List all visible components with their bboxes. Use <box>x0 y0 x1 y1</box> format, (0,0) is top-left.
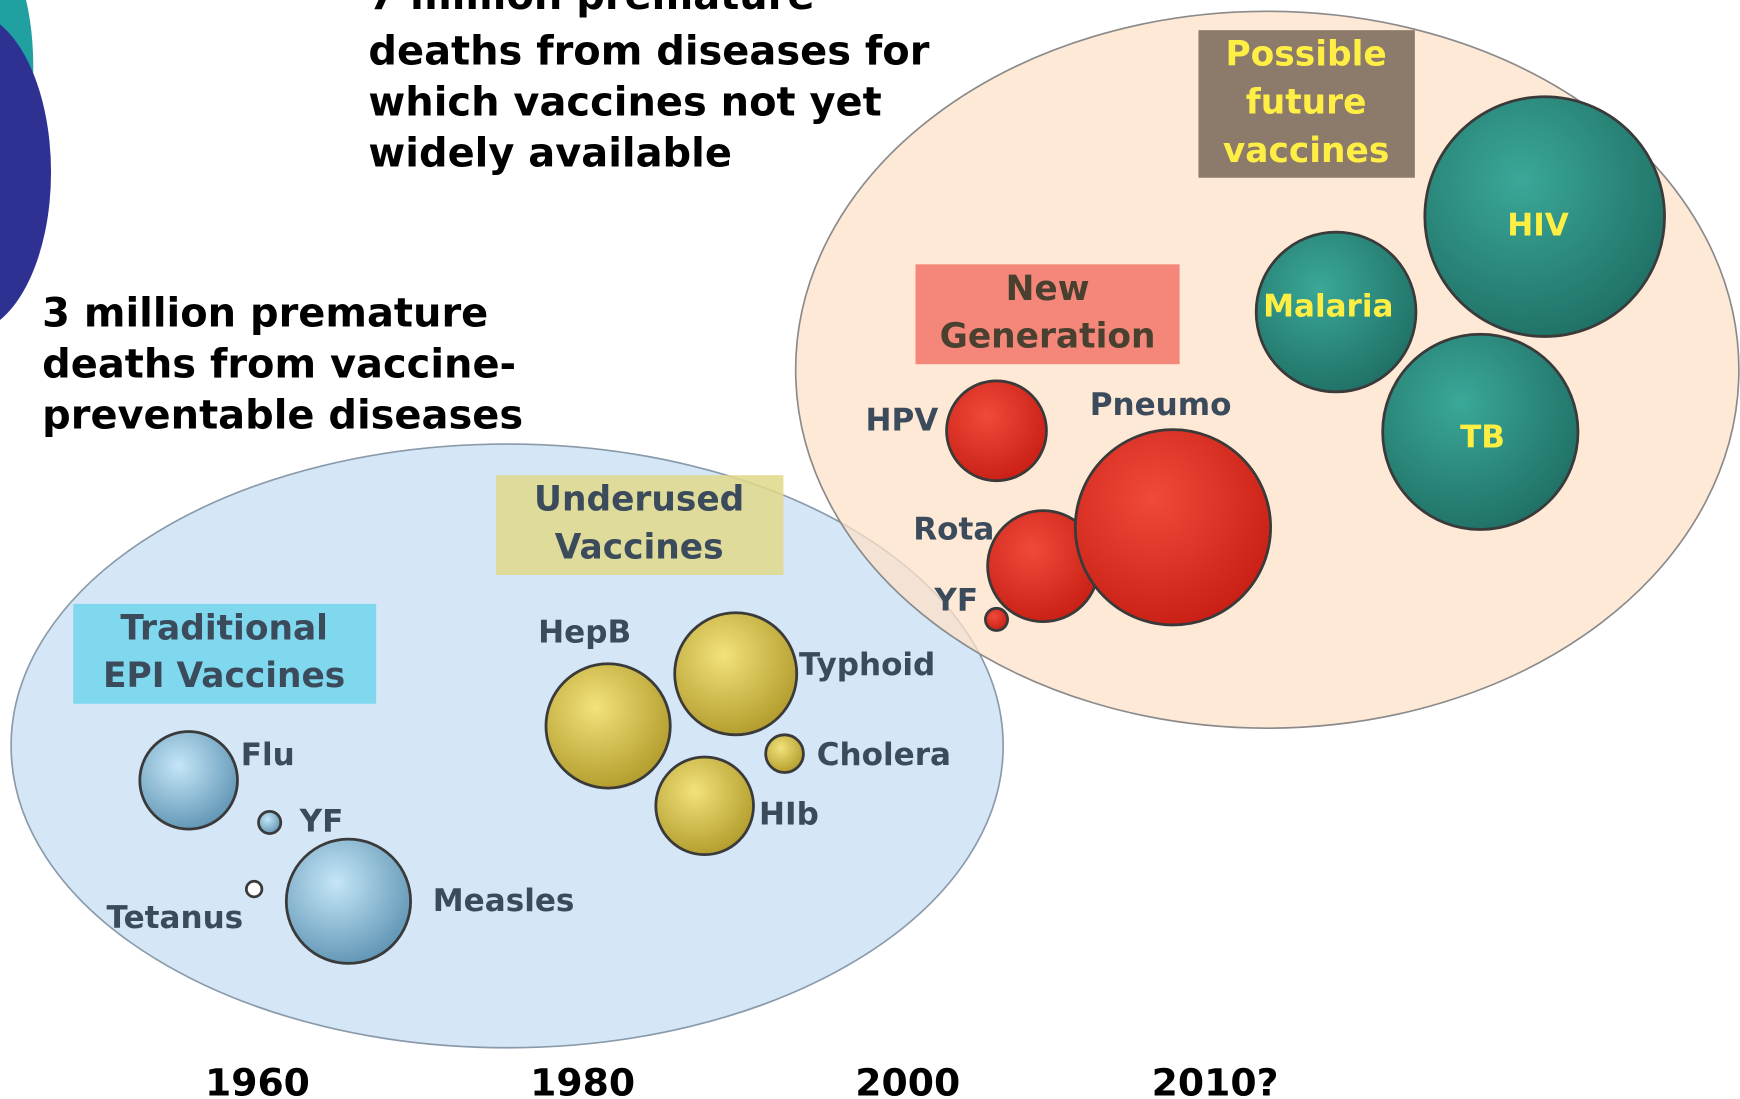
bubble <box>764 733 805 774</box>
bubble-label: Pneumo <box>1090 387 1232 423</box>
bubble <box>244 879 264 899</box>
bubble-label: Rota <box>913 512 994 548</box>
top-text: widely available <box>368 131 732 177</box>
bubble <box>1381 332 1580 531</box>
left-text: deaths from vaccine- <box>42 341 516 387</box>
group-label: Possible <box>1225 35 1386 75</box>
group-label: EPI Vaccines <box>103 656 345 696</box>
bubble-label: HepB <box>538 615 631 651</box>
year-label: 2010? <box>1152 1060 1279 1099</box>
bubble <box>1254 230 1418 394</box>
decor <box>0 24 52 321</box>
bubble <box>984 606 1009 632</box>
bubble <box>673 611 799 737</box>
left-text: preventable diseases <box>42 393 523 439</box>
bubble-label: Tetanus <box>107 900 244 936</box>
bubble <box>654 755 755 857</box>
bubble-label: Cholera <box>817 737 951 773</box>
bubble <box>1423 95 1666 338</box>
group-box <box>496 475 784 576</box>
bubble <box>138 730 239 831</box>
bubble-label: Typhoid <box>799 647 935 683</box>
bubble <box>257 810 283 835</box>
bubble <box>1073 428 1272 627</box>
ellipse-existing <box>10 443 1004 1049</box>
top-text: which vaccines not yet <box>368 80 881 126</box>
group-label: future <box>1246 82 1367 122</box>
bubble <box>544 662 672 790</box>
group-label: Traditional <box>120 608 328 648</box>
bubble-label: YF <box>299 803 344 839</box>
group-box <box>915 264 1180 365</box>
bubble-label: Flu <box>241 737 295 773</box>
year-label: 2000 <box>855 1060 960 1099</box>
year-label: 1960 <box>205 1060 310 1099</box>
group-box <box>73 603 377 704</box>
group-label: Vaccines <box>555 527 724 567</box>
left-text: 3 million premature <box>42 290 488 336</box>
bubble-label: HIb <box>759 797 819 833</box>
bubble-label: Malaria <box>1263 288 1393 324</box>
top-text: 7 million premature <box>368 0 814 19</box>
top-text: deaths from diseases for <box>368 29 929 75</box>
bubble-label: HPV <box>866 403 939 439</box>
bubble <box>945 379 1048 483</box>
group-box <box>1198 30 1415 178</box>
group-label: Generation <box>940 317 1156 357</box>
bubble <box>284 837 412 965</box>
bubble-label: YF <box>933 583 978 619</box>
group-label: vaccines <box>1223 131 1389 171</box>
year-label: 1980 <box>530 1060 635 1099</box>
group-label: New <box>1006 269 1090 309</box>
bubble-label: Measles <box>433 883 575 919</box>
group-label: Underused <box>534 480 744 520</box>
bubble-label: HIV <box>1507 207 1569 243</box>
bubble-label: TB <box>1460 419 1505 455</box>
